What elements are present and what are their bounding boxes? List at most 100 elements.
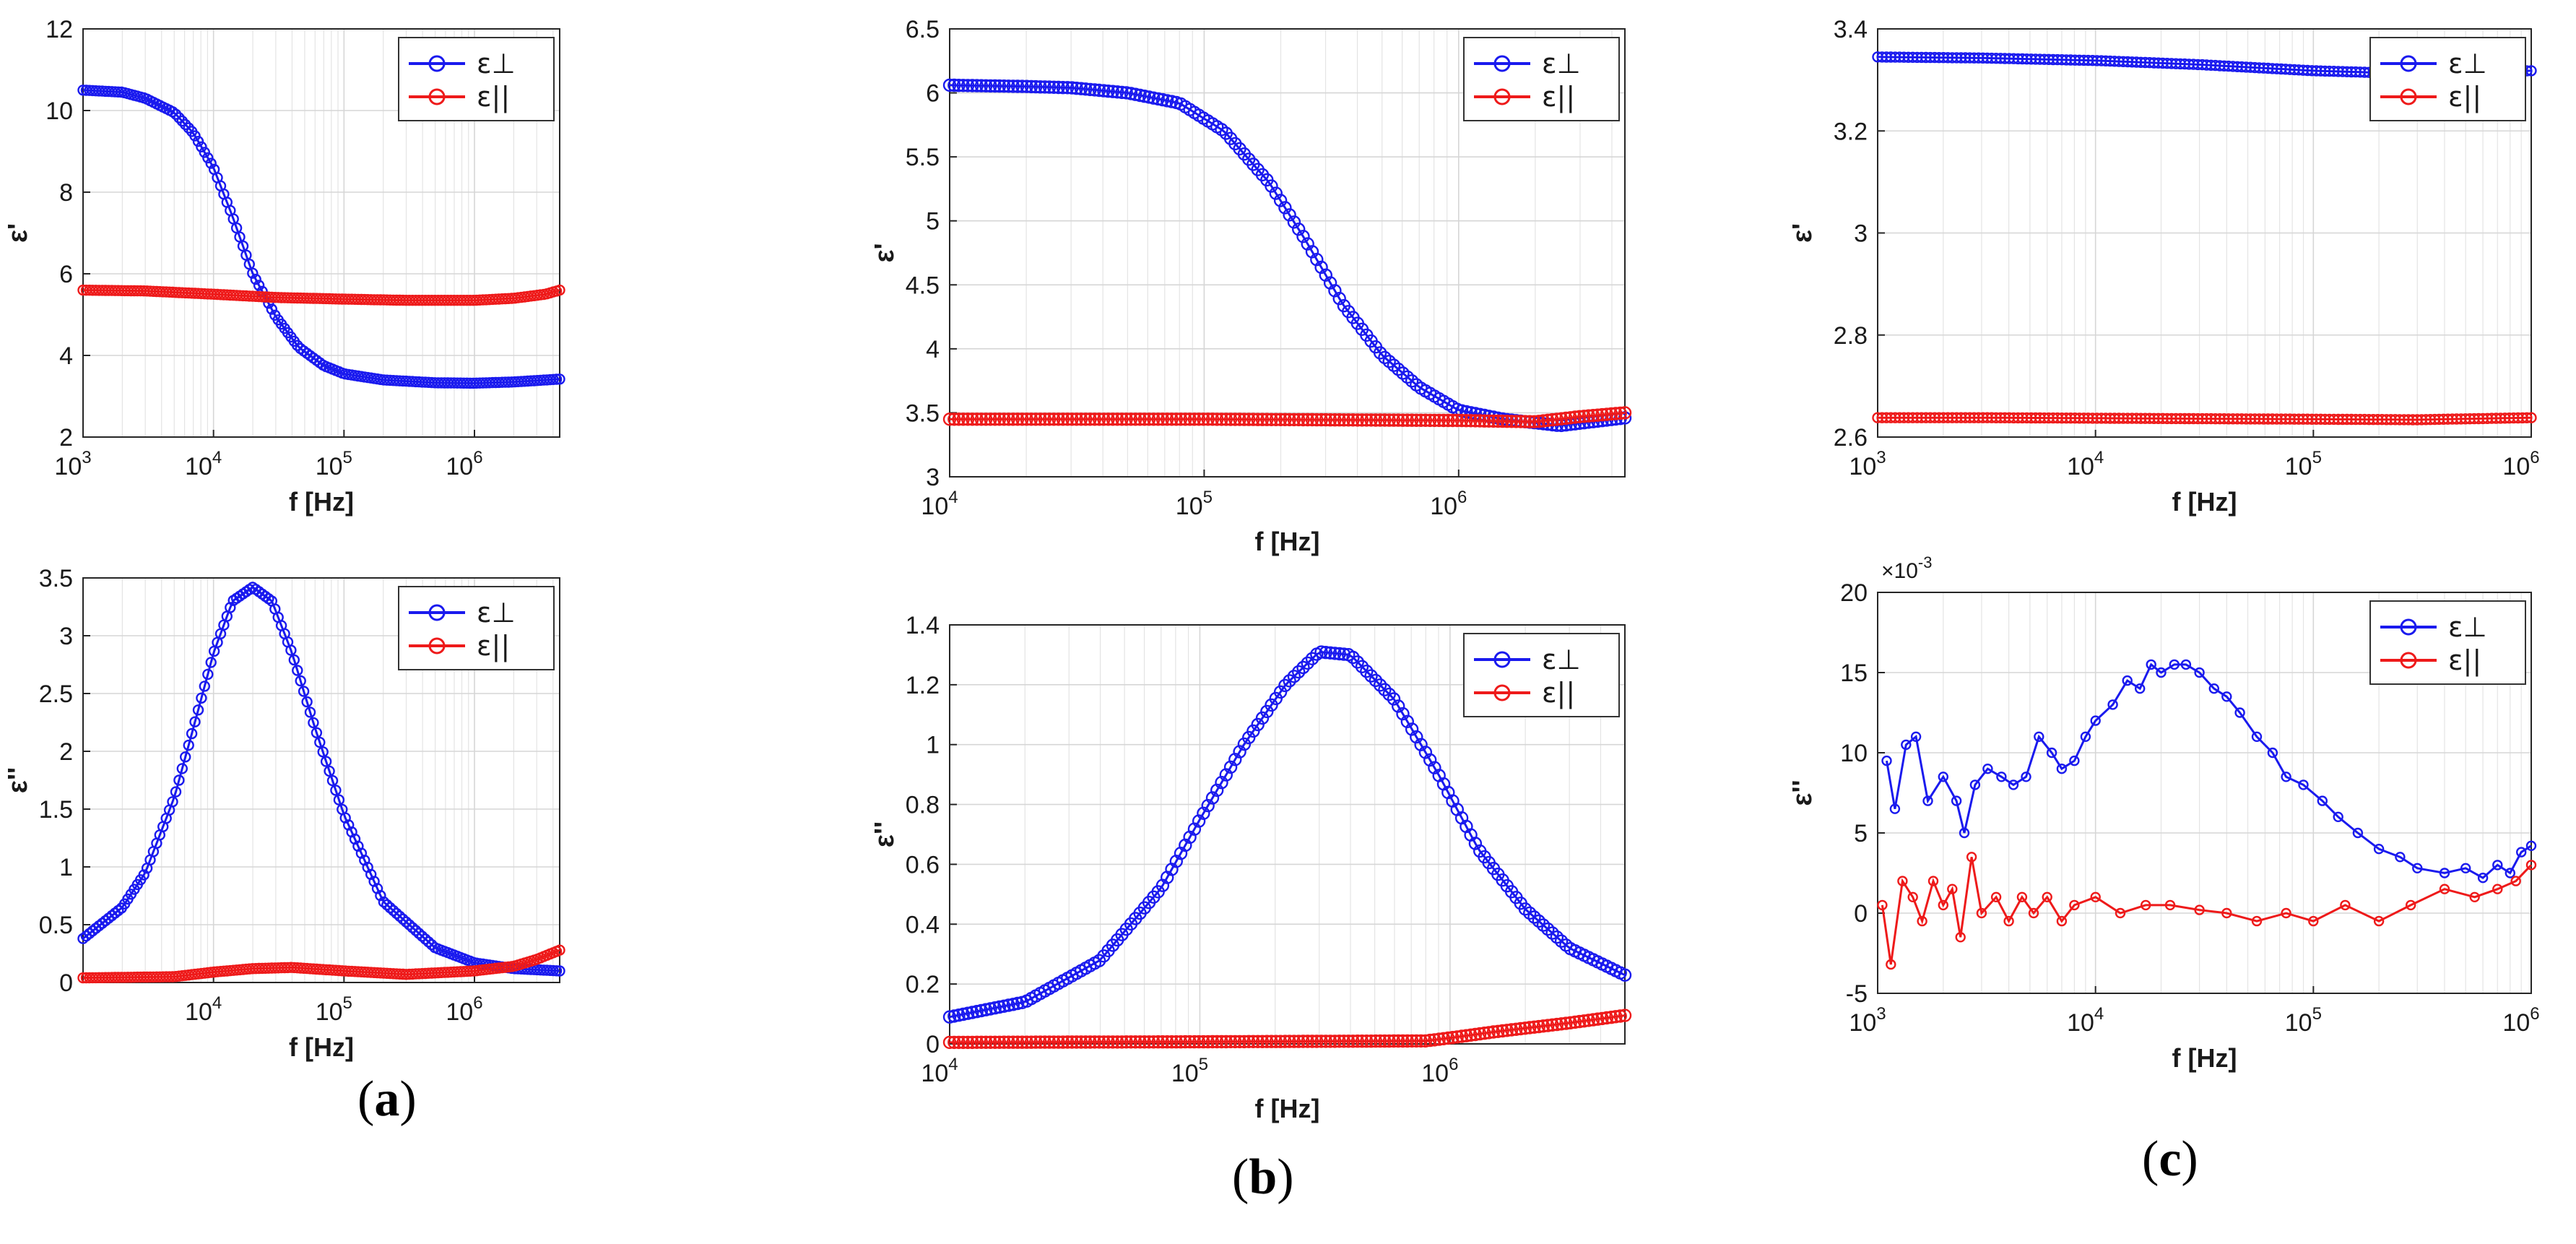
data-point-par (1314, 1034, 1328, 1048)
data-point-par (1201, 412, 1215, 426)
y-tick-label: 1.2 (906, 672, 940, 699)
data-point-perp (1360, 665, 1374, 678)
data-point-par (1056, 1035, 1070, 1049)
data-point-perp (1278, 201, 1292, 215)
legend-label-par: ε|| (2448, 644, 2481, 677)
data-point-par (1065, 412, 1079, 426)
y-tick-label: 2 (59, 738, 73, 766)
data-point-perp (1010, 996, 1025, 1011)
legend-label-perp: ε⊥ (477, 48, 516, 79)
data-point-perp (400, 916, 412, 928)
data-point-perp (326, 774, 339, 787)
data-point-par (554, 944, 565, 956)
data-point-par (1877, 899, 1888, 911)
data-point-par (1423, 413, 1437, 428)
data-point-par (1568, 410, 1582, 424)
data-point-par (956, 1035, 971, 1050)
legend-label-perp: ε⊥ (2448, 611, 2487, 643)
data-point-perp (247, 267, 259, 279)
data-point-par (1496, 1024, 1509, 1038)
data-point-perp (988, 1001, 1002, 1015)
data-point-par (1414, 1034, 1428, 1048)
data-point-par (2439, 884, 2450, 894)
data-point-par (1418, 413, 1433, 427)
data-point-par (1169, 1034, 1184, 1049)
data-point-par (1591, 408, 1605, 422)
series-perp (942, 78, 1632, 433)
data-point-perp (1137, 89, 1152, 103)
data-point-perp (176, 115, 188, 127)
data-point-par (1155, 1034, 1170, 1049)
data-point-par (1464, 414, 1478, 428)
data-point-par (1436, 413, 1451, 428)
data-point-perp (1296, 660, 1310, 675)
data-point-perp (1423, 753, 1437, 767)
data-point-par (1010, 1035, 1025, 1049)
data-point-perp (1197, 806, 1210, 821)
data-point-par (1187, 1034, 1202, 1049)
data-point-perp (1101, 84, 1115, 98)
data-point-par (1296, 1034, 1310, 1048)
x-tick-label: 105 (2285, 1004, 2322, 1037)
data-point-perp (375, 889, 386, 902)
data-point-par (1028, 1035, 1043, 1049)
data-point-par (1482, 1026, 1496, 1040)
x-tick-label: 103 (1849, 1004, 1886, 1037)
plot-frame (949, 624, 1626, 1045)
data-point-perp (2395, 852, 2406, 863)
data-point-par (1618, 406, 1632, 420)
data-point-perp (192, 704, 204, 716)
data-point-par (1301, 412, 1314, 427)
data-point-par (1165, 412, 1179, 426)
data-point-perp (984, 79, 997, 93)
data-point-perp (1314, 645, 1328, 659)
data-point-perp (2069, 755, 2080, 766)
data-point-perp (1215, 775, 1228, 790)
data-point-par (1273, 412, 1288, 426)
data-point-perp (381, 899, 393, 911)
data-point-par (1083, 412, 1097, 426)
data-point-par (1106, 412, 1120, 426)
data-point-perp (189, 130, 201, 142)
data-point-par (1233, 1034, 1246, 1049)
data-point-par (1454, 1029, 1469, 1043)
data-point-perp (2208, 683, 2220, 694)
data-point-par (1183, 412, 1197, 426)
legend-marker-par (1493, 88, 1511, 105)
data-point-par (1047, 1035, 1061, 1049)
y-tick-label: 2 (59, 424, 73, 452)
data-point-par (1201, 1034, 1215, 1049)
data-point-perp (1382, 687, 1396, 701)
data-point-par (2194, 904, 2205, 915)
data-point-par (1246, 1034, 1260, 1049)
data-point-perp (196, 141, 207, 153)
data-point-par (1364, 1034, 1378, 1048)
data-point-perp (314, 736, 326, 748)
data-point-par (1133, 1035, 1147, 1049)
legend: ε⊥ε|| (1463, 37, 1620, 121)
data-point-perp (186, 727, 198, 740)
x-tick-label: 105 (316, 993, 352, 1026)
data-point-par (1269, 1034, 1283, 1048)
data-point-perp (173, 112, 185, 124)
data-point-perp (1996, 772, 2007, 782)
y-tick-label: 12 (45, 16, 73, 43)
data-point-perp (2169, 659, 2180, 670)
data-point-par (1446, 1030, 1460, 1045)
data-point-perp (2525, 840, 2537, 852)
data-point-perp (1468, 837, 1483, 850)
data-point-par (1591, 1012, 1605, 1026)
data-point-par (1056, 412, 1070, 426)
data-point-par (1559, 411, 1573, 426)
y-tick-label: 20 (1840, 579, 1868, 607)
data-point-par (1015, 412, 1029, 426)
data-point-perp (1124, 87, 1138, 100)
data-point-perp (2352, 827, 2364, 839)
data-point-par (2028, 907, 2039, 919)
data-point-perp (1291, 665, 1306, 679)
x-tick-label: 105 (1171, 1055, 1208, 1087)
panel-label-a: (a) (357, 1071, 417, 1127)
data-point-par (1541, 413, 1555, 427)
data-point-par (1060, 412, 1075, 426)
data-point-perp (1283, 208, 1296, 222)
